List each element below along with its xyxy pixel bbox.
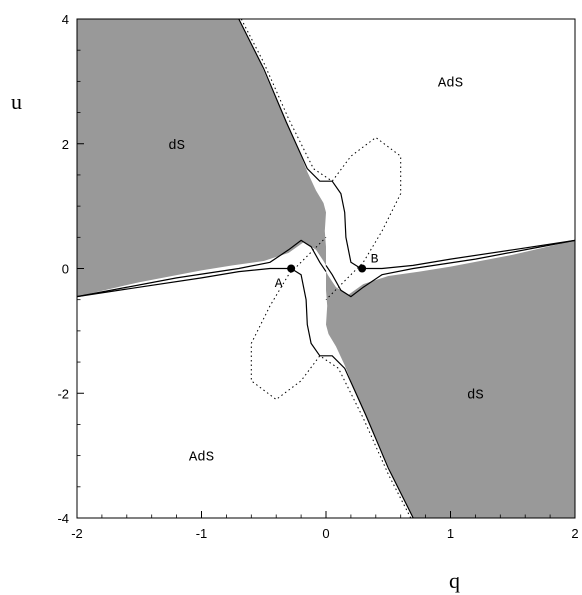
x-tick-label: 2 [571,526,578,541]
y-axis-title: u [11,89,22,114]
point-label-a: A [275,276,283,291]
y-tick-label: 4 [62,12,69,27]
y-tick-label: 2 [62,137,69,152]
y-tick-label: 0 [62,262,69,277]
x-axis-title: q [449,568,460,593]
solid-curve-1 [238,18,362,270]
ds-region-1 [77,19,326,297]
ads-label-2: AdS [189,450,214,466]
solid-curve-3 [360,239,576,270]
point-label-b: B [371,251,379,266]
ds-label-1: dS [168,138,185,154]
x-tick-label: -2 [71,526,83,541]
solid-curve-4 [76,267,292,298]
ds-regions [77,19,575,518]
boundary-curves [76,18,576,519]
x-tick-label: 1 [447,526,454,541]
ds-region-2 [326,240,575,518]
y-tick-label: -2 [57,386,69,401]
region-labels: dS dS AdS AdS [168,75,484,465]
ads-label-1: AdS [438,75,463,91]
solid-curve-6 [76,239,327,298]
x-tick-label: 0 [322,526,329,541]
y-tick-label: -4 [57,511,69,526]
point-b [358,264,367,273]
solid-curve-5 [325,239,576,298]
x-tick-label: -1 [196,526,208,541]
ds-label-2: dS [467,387,484,403]
solid-curve-2 [290,267,414,519]
point-a [287,264,296,273]
critical-points: AB [275,251,379,291]
